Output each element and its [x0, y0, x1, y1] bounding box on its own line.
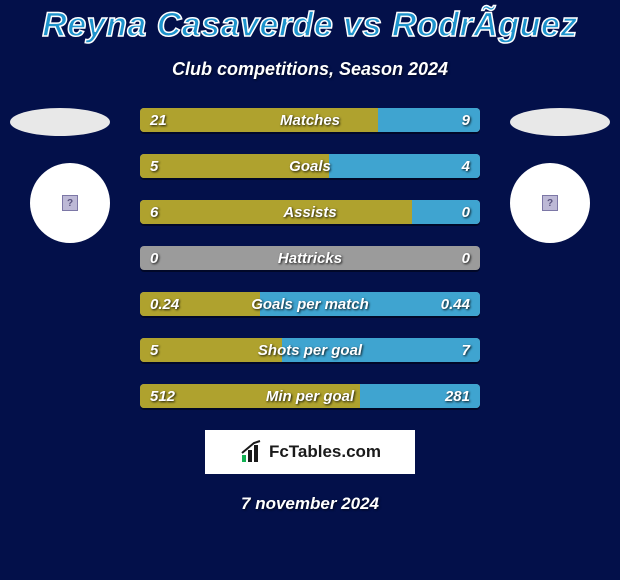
- stat-bars: 219Matches 54Goals 60Assists 0 0Hattricks 0.2…: [140, 108, 480, 408]
- stat-fill-left: [140, 292, 260, 316]
- footer-logo-text: FcTables.com: [269, 442, 381, 462]
- date-text: 7 november 2024: [0, 494, 620, 514]
- stat-row: 60Assists: [140, 200, 480, 224]
- subtitle: Club competitions, Season 2024: [0, 59, 620, 80]
- footer-logo: FcTables.com: [205, 430, 415, 474]
- stat-fill-left: [140, 154, 329, 178]
- stat-fill-left: [140, 338, 282, 362]
- flag-right: [510, 108, 610, 136]
- stat-fill-left: [140, 384, 360, 408]
- chart-icon: [239, 439, 265, 465]
- stat-value-left: 0: [140, 246, 168, 270]
- club-badge-right: [510, 163, 590, 243]
- page-title: Reyna Casaverde vs RodrÃ­guez: [0, 0, 620, 45]
- flag-left: [10, 108, 110, 136]
- stat-label: Hattricks: [140, 246, 480, 270]
- placeholder-icon: [542, 195, 558, 211]
- stat-row: 219Matches: [140, 108, 480, 132]
- stat-fill-right: [260, 292, 480, 316]
- stat-row: 512281Min per goal: [140, 384, 480, 408]
- stat-row: 54Goals: [140, 154, 480, 178]
- stat-value-right: 0: [452, 246, 480, 270]
- stat-row: 0 0Hattricks: [140, 246, 480, 270]
- stat-fill-right: [360, 384, 480, 408]
- placeholder-icon: [62, 195, 78, 211]
- club-badge-left: [30, 163, 110, 243]
- stat-fill-right: [329, 154, 480, 178]
- comparison-arena: 219Matches 54Goals 60Assists 0 0Hattricks 0.2…: [0, 108, 620, 408]
- stat-fill-left: [140, 200, 412, 224]
- stat-fill-right: [412, 200, 480, 224]
- stat-fill-left: [140, 108, 378, 132]
- stat-row: 57Shots per goal: [140, 338, 480, 362]
- stat-row: 0.240.44Goals per match: [140, 292, 480, 316]
- stat-fill-right: [378, 108, 480, 132]
- stat-fill-right: [282, 338, 480, 362]
